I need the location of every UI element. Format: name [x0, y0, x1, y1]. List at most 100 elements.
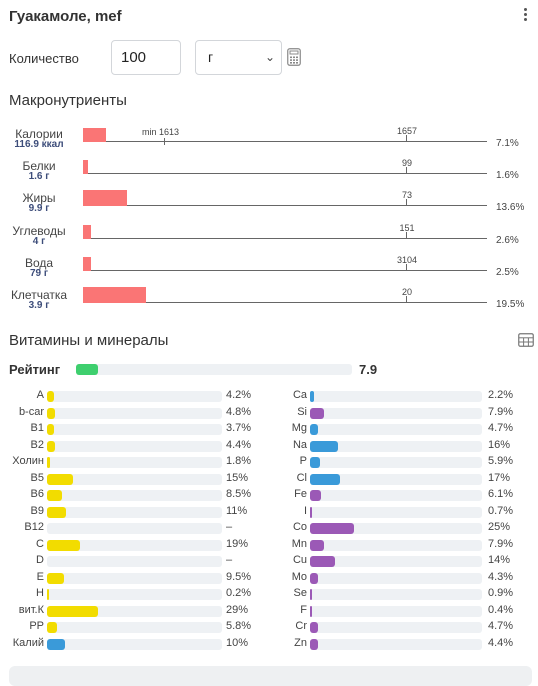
nutrient-bar-fill	[310, 539, 324, 551]
table-grid-icon[interactable]	[518, 333, 534, 347]
nutrient-pct: 4.2%	[226, 389, 252, 401]
macro-pct: 13.6%	[496, 202, 525, 214]
nutrient-bar	[47, 506, 222, 518]
nutrient-bar	[310, 391, 482, 402]
nutrient-pct: 1.8%	[226, 455, 252, 467]
nutrient-bar-fill	[310, 638, 318, 650]
nutrient-pct: 0.9%	[488, 587, 514, 599]
nutrient-bar-fill	[310, 473, 340, 485]
macro-norm-tick	[406, 264, 407, 271]
more-vertical-icon[interactable]	[518, 6, 532, 26]
nutrient-name: вит.К	[18, 603, 44, 616]
nutrient-name: Zn	[294, 636, 307, 649]
nutrient-pct: 4.7%	[488, 620, 514, 632]
macro-norm-label: 99	[401, 158, 412, 169]
nutrient-pct: 17%	[488, 471, 511, 484]
macro-norm-tick	[406, 232, 407, 239]
nutrient-pct: 4.8%	[226, 405, 252, 418]
nutrient-pct: 19%	[226, 537, 249, 550]
nutrient-bar	[47, 424, 222, 435]
nutrient-pct: 2.2%	[488, 389, 514, 401]
nutrient-bar	[47, 473, 222, 485]
unit-select-value: г	[208, 49, 214, 65]
nutrient-bar	[47, 589, 222, 600]
chevron-down-icon: ⌄	[264, 50, 275, 64]
macro-norm-label: 151	[399, 222, 415, 233]
nutrient-pct: 0.2%	[226, 587, 252, 599]
nutrient-bar	[310, 407, 482, 419]
nutrient-bar-fill	[47, 424, 54, 435]
nutrient-name: Mo	[291, 570, 307, 583]
macro-norm-label: 20	[401, 287, 412, 297]
macro-pct: 7.1%	[496, 138, 519, 149]
nutrient-name: B6	[30, 488, 44, 500]
nutrient-bar-fill	[310, 605, 312, 617]
nutrient-bar	[310, 572, 482, 584]
quantity-label: Количество	[9, 51, 79, 66]
nutrient-pct: 8.5%	[226, 488, 252, 500]
nutrient-bar	[47, 605, 222, 617]
nutrient-name: E	[36, 570, 44, 583]
nutrient-bar-fill	[310, 391, 314, 402]
nutrient-bar-fill	[47, 473, 74, 485]
nutrient-pct: 6.1%	[488, 488, 514, 500]
nutrient-name: Si	[297, 405, 307, 418]
nutrient-pct: 4.7%	[488, 422, 514, 434]
macro-bar	[83, 257, 92, 271]
nutrient-bar	[47, 490, 222, 501]
nutrient-pct: –	[226, 521, 233, 533]
nutrient-bar	[310, 589, 482, 600]
footer-panel	[9, 666, 532, 686]
nutrient-bar-fill	[47, 391, 55, 402]
macro-pct: 2.6%	[496, 234, 519, 246]
rating-value: 7.9	[359, 362, 378, 377]
nutrient-name: I	[303, 504, 307, 517]
nutrient-bar-fill	[310, 407, 324, 419]
macro-name: Жиры	[22, 191, 56, 206]
nutrient-bar-fill	[310, 490, 321, 501]
macro-norm-label: 1657	[396, 126, 418, 136]
nutrient-name: F	[300, 603, 307, 616]
nutrient-bar-fill	[47, 638, 65, 650]
quantity-input[interactable]	[111, 40, 181, 75]
rating-label: Рейтинг	[9, 362, 61, 377]
nutrient-bar-fill	[47, 589, 49, 600]
nutrient-bar	[47, 539, 222, 551]
nutrient-name: Cl	[296, 471, 307, 484]
macro-pct: 1.6%	[496, 170, 519, 182]
macro-norm-tick	[406, 199, 407, 206]
nutrient-bar	[47, 572, 222, 584]
macro-bar	[83, 128, 106, 142]
macro-value: 1.6 г	[28, 171, 50, 183]
unit-select[interactable]: г ⌄	[195, 40, 282, 75]
nutrient-bar-fill	[310, 523, 354, 534]
nutrient-bar	[47, 523, 222, 534]
nutrient-pct: 7.9%	[488, 537, 514, 550]
macro-bar	[83, 287, 146, 303]
nutrient-bar-fill	[47, 407, 56, 419]
macro-norm-tick	[406, 296, 407, 303]
page-title: Гуакамоле, mef	[9, 8, 122, 25]
macro-axis-line	[83, 270, 487, 271]
nutrient-bar	[310, 539, 482, 551]
macro-name: Углеводы	[12, 223, 66, 238]
nutrient-bar	[47, 391, 222, 402]
macro-value: 116.9 ккал	[14, 139, 64, 150]
nutrient-name: B1	[30, 422, 44, 434]
nutrient-bar	[310, 440, 482, 452]
calculator-icon[interactable]	[287, 48, 301, 66]
macro-axis-line	[83, 238, 487, 239]
nutrient-bar-fill	[310, 622, 319, 633]
nutrient-bar-fill	[47, 457, 51, 468]
nutrient-bar	[310, 457, 482, 468]
nutrient-pct: 4.4%	[226, 438, 252, 451]
macro-value: 3.9 г	[28, 300, 50, 311]
nutrient-bar	[310, 523, 482, 534]
nutrient-bar	[310, 556, 482, 567]
nutrient-bar-fill	[310, 440, 338, 452]
nutrient-pct: 0.4%	[488, 603, 514, 616]
nutrient-name: Cu	[292, 554, 307, 566]
nutrient-name: Калий	[12, 636, 44, 649]
macro-axis-line	[83, 173, 487, 174]
macro-norm-tick	[406, 167, 407, 174]
